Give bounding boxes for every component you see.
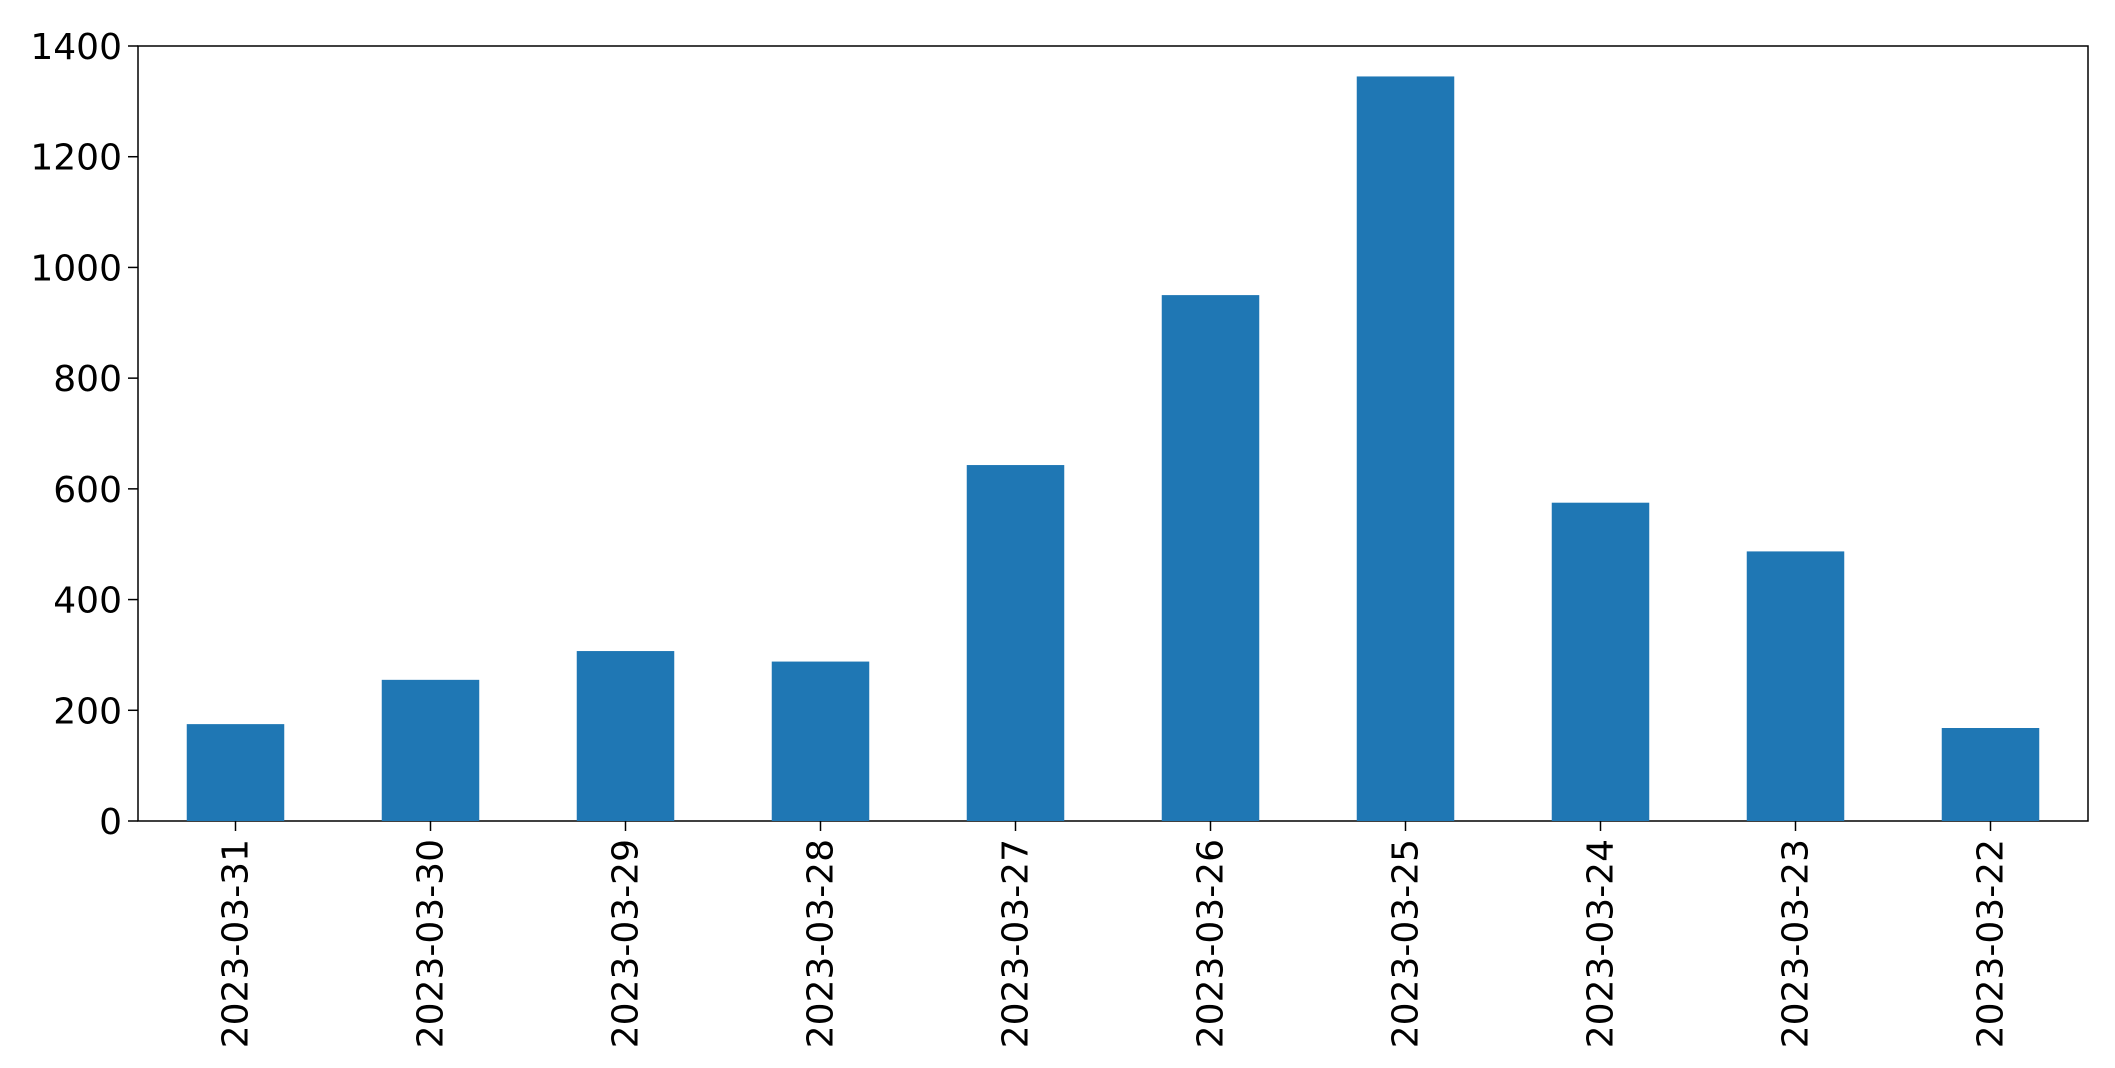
bars: [186, 76, 2040, 822]
y-tick-label: 200: [53, 691, 122, 732]
bar-2023-03-25: [1356, 76, 1455, 822]
bar-2023-03-23: [1746, 551, 1845, 821]
y-tick-label: 400: [53, 581, 122, 622]
x-tick-label: 2023-03-30: [411, 839, 452, 1048]
bar-2023-03-26: [1161, 295, 1260, 821]
y-tick-label: 800: [53, 359, 122, 400]
x-tick-label: 2023-03-23: [1776, 839, 1817, 1048]
y-tick-label: 1400: [30, 27, 122, 68]
bar-2023-03-24: [1551, 502, 1650, 821]
y-tick-label: 1200: [30, 138, 122, 179]
x-axis: 2023-03-31 2023-03-30 2023-03-29 2023-03-28…: [216, 821, 2012, 1048]
x-tick-label: 2023-03-22: [1971, 839, 2012, 1048]
x-tick-label: 2023-03-25: [1386, 839, 1427, 1048]
y-tick-label: 600: [53, 470, 122, 511]
x-tick-label: 2023-03-24: [1581, 839, 1622, 1048]
bar-2023-03-28: [771, 661, 870, 821]
x-tick-label: 2023-03-28: [801, 839, 842, 1048]
bar-2023-03-27: [966, 465, 1065, 821]
x-tick-label: 2023-03-31: [216, 839, 257, 1048]
y-tick-label: 1000: [30, 248, 122, 289]
x-tick-label: 2023-03-26: [1191, 839, 1232, 1048]
x-tick-label: 2023-03-27: [996, 839, 1037, 1048]
bar-2023-03-22: [1941, 728, 2040, 821]
x-tick-label: 2023-03-29: [606, 839, 647, 1048]
bar-2023-03-30: [381, 679, 480, 821]
bar-2023-03-29: [576, 651, 675, 821]
y-tick-label: 0: [99, 802, 122, 843]
y-axis: 0 200 400 600 800 1000 1200 1400: [30, 27, 138, 843]
plot-area: [137, 45, 2089, 822]
bar-2023-03-31: [186, 724, 285, 821]
